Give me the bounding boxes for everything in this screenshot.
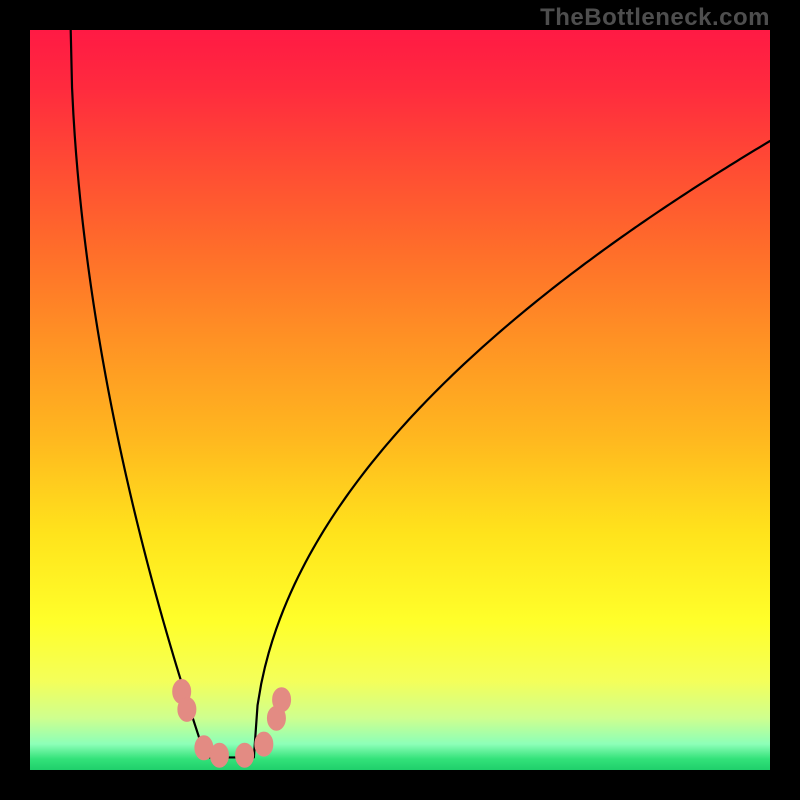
chart-svg [0,0,800,800]
data-marker [273,688,291,712]
data-marker [210,743,228,767]
chart-canvas: TheBottleneck.com [0,0,800,800]
data-marker [255,732,273,756]
data-marker [236,743,254,767]
data-marker [178,697,196,721]
watermark-text: TheBottleneck.com [540,4,770,32]
gradient-background [30,30,770,770]
